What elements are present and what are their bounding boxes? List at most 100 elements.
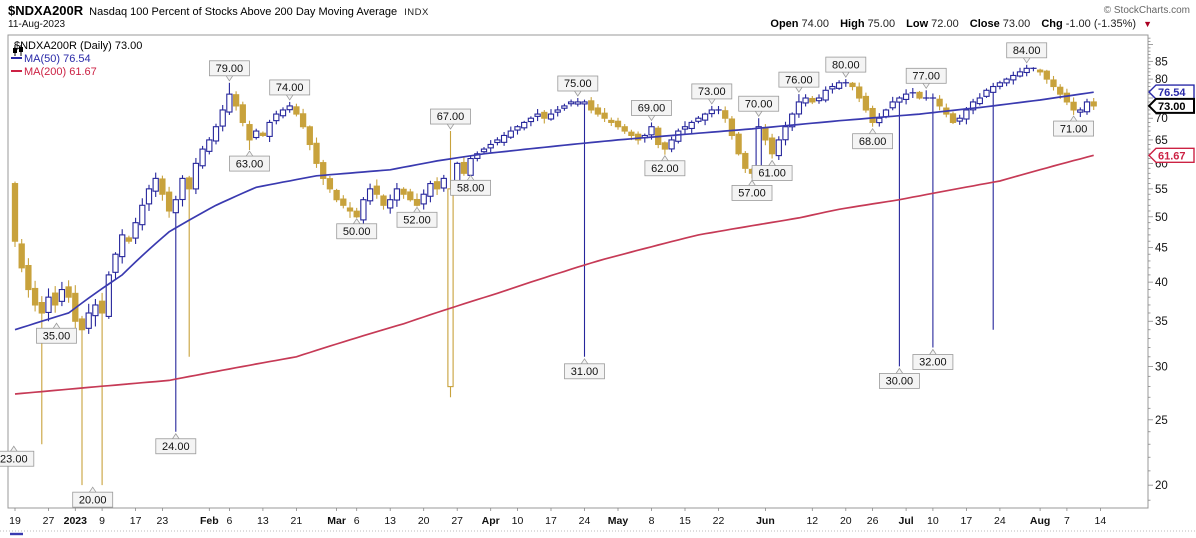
candle-body (668, 139, 675, 150)
candle-body (541, 111, 548, 119)
callout-box (825, 56, 867, 73)
chart-title: Nasdaq 100 Percent of Stocks Above 200 D… (89, 6, 398, 18)
callout-box (557, 75, 599, 92)
candle-body (1063, 92, 1071, 103)
legend-ma50-row: MA(50) 76.54 (11, 53, 142, 66)
chart-date: 11-Aug-2023 (8, 19, 66, 30)
callout-box (905, 67, 947, 84)
candle-body (206, 139, 213, 152)
x-tick-label: 12 (806, 515, 818, 527)
candle-body (192, 162, 200, 190)
candle-body (869, 107, 876, 123)
candle-body (413, 198, 421, 206)
candle-body (688, 121, 695, 130)
price-tag-text: 73.00 (1158, 101, 1186, 113)
callout-box (72, 491, 114, 508)
candle-body (460, 161, 468, 174)
callout-box (450, 179, 492, 196)
annotation-callout: 31.00 (564, 358, 605, 380)
callout-text: 79.00 (216, 63, 244, 75)
high-label: High (840, 18, 865, 30)
annotation-callout: 77.00 (905, 67, 947, 90)
callout-box (778, 71, 820, 88)
x-tick-label: Feb (200, 515, 219, 527)
callout-text: 24.00 (162, 441, 190, 453)
callout-box (229, 155, 270, 172)
candle-body (849, 82, 856, 88)
candle-body (856, 86, 863, 99)
candle-body (896, 97, 903, 103)
x-tick-label: Jul (899, 515, 914, 527)
candle-body (661, 142, 669, 150)
candle-body (132, 222, 139, 239)
candle-body (259, 132, 267, 137)
candle-body (1070, 101, 1077, 111)
candle-body (326, 178, 334, 190)
callout-text: 84.00 (1013, 45, 1041, 57)
candle-body (31, 287, 39, 306)
candle-body (768, 137, 776, 155)
candle-body (1036, 69, 1044, 73)
x-tick-label: 22 (713, 515, 725, 527)
high-value: 75.00 (867, 18, 896, 30)
x-tick-label: 21 (291, 515, 303, 527)
candle-body (139, 204, 146, 226)
low-label: Low (906, 18, 929, 30)
annotation-callout: 50.00 (336, 218, 378, 240)
callout-text: 23.00 (0, 453, 28, 465)
ma50-line (14, 91, 1094, 331)
callout-text: 62.00 (651, 163, 679, 175)
candle-body (85, 312, 92, 329)
candle-body (320, 162, 327, 179)
callout-box (336, 223, 378, 240)
callout-text: 74.00 (276, 82, 304, 94)
callout-box (1053, 120, 1094, 137)
candle-body (527, 117, 535, 123)
candle-body (232, 94, 240, 107)
x-tick-label: 23 (157, 515, 169, 527)
callout-text: 52.00 (403, 214, 431, 226)
callout-box (631, 100, 672, 116)
candle-body (882, 109, 890, 118)
callout-text: 50.00 (343, 226, 371, 238)
candle-body (514, 126, 521, 131)
candle-body (876, 117, 883, 124)
callout-text: 31.00 (571, 366, 599, 378)
open-label: Open (770, 18, 799, 30)
callout-box (751, 165, 793, 181)
legend-series-label: $NDXA200R (Daily) 73.00 (14, 40, 143, 52)
callout-box (208, 60, 250, 77)
annotation-callout: 69.00 (631, 100, 672, 122)
callout-box (269, 79, 311, 96)
callout-text: 58.00 (457, 182, 485, 194)
callout-box (36, 327, 77, 344)
candle-body (45, 296, 52, 313)
candle-body (621, 126, 628, 132)
candle-body (695, 117, 702, 122)
candle-body (561, 105, 568, 109)
candle-body (601, 112, 608, 119)
x-tick-label: 13 (384, 515, 396, 527)
annotation-callout: 84.00 (1006, 42, 1048, 64)
x-tick-label: Apr (482, 515, 500, 527)
price-tag-text: 61.67 (1158, 150, 1186, 162)
annotation-callout: 74.00 (269, 79, 311, 101)
candle-body (212, 126, 220, 142)
price-tag-shape (1148, 147, 1195, 164)
candle-body (608, 119, 615, 123)
candle-body (1050, 79, 1057, 88)
callout-box (879, 372, 920, 389)
callout-box (1006, 42, 1048, 59)
candle-body (815, 97, 823, 102)
candle-body (380, 195, 387, 206)
candle-body (547, 113, 555, 120)
x-tick-label: Mar (327, 515, 346, 527)
candle-body (427, 183, 434, 197)
candle-body (762, 128, 769, 141)
y-tick-label: 50 (1155, 212, 1168, 224)
candle-body (588, 100, 595, 111)
callout-box (155, 438, 197, 455)
candle-body (373, 185, 380, 195)
y-tick-label: 30 (1155, 361, 1168, 373)
